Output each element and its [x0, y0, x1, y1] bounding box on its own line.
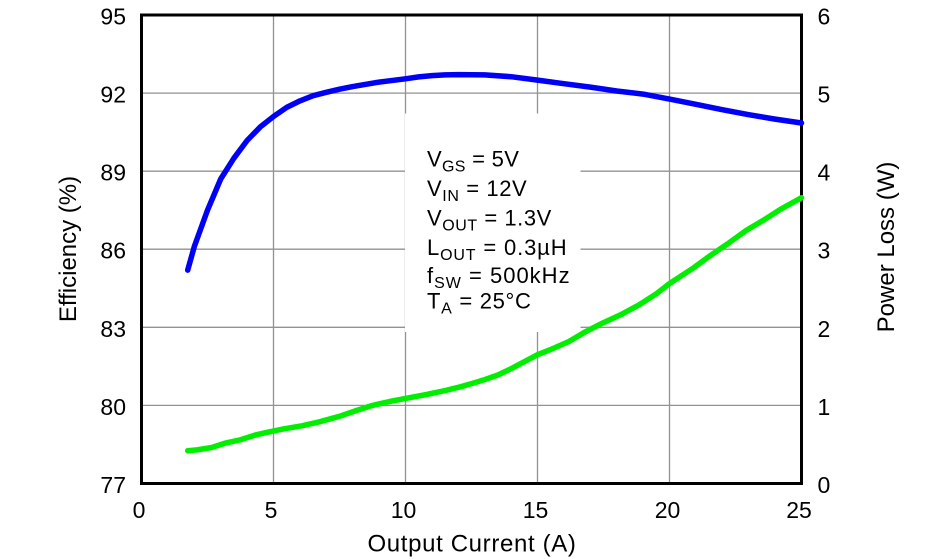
- svg-text:86: 86: [100, 238, 126, 264]
- svg-text:83: 83: [100, 316, 126, 342]
- svg-text:1: 1: [818, 394, 831, 420]
- svg-text:80: 80: [100, 394, 126, 420]
- svg-text:2: 2: [818, 316, 831, 342]
- svg-text:5: 5: [818, 82, 831, 108]
- svg-text:5: 5: [265, 497, 278, 523]
- svg-text:25: 25: [786, 497, 812, 523]
- svg-text:77: 77: [100, 472, 126, 498]
- svg-text:Output Current (A): Output Current (A): [367, 530, 576, 557]
- svg-text:15: 15: [523, 497, 549, 523]
- svg-text:VIN = 12V: VIN = 12V: [427, 176, 527, 205]
- svg-text:Efficiency (%): Efficiency (%): [55, 176, 82, 322]
- svg-text:fSW = 500kHz: fSW = 500kHz: [427, 263, 571, 292]
- svg-text:0: 0: [818, 472, 831, 498]
- svg-text:10: 10: [391, 497, 417, 523]
- svg-text:95: 95: [100, 4, 126, 30]
- svg-text:89: 89: [100, 160, 126, 186]
- svg-text:4: 4: [818, 160, 831, 186]
- svg-text:Power Loss (W): Power Loss (W): [873, 162, 900, 333]
- svg-text:0: 0: [133, 497, 146, 523]
- svg-text:VGS = 5V: VGS = 5V: [427, 146, 519, 175]
- svg-text:3: 3: [818, 238, 831, 264]
- svg-text:6: 6: [818, 4, 831, 30]
- svg-text:92: 92: [100, 82, 126, 108]
- svg-text:20: 20: [655, 497, 681, 523]
